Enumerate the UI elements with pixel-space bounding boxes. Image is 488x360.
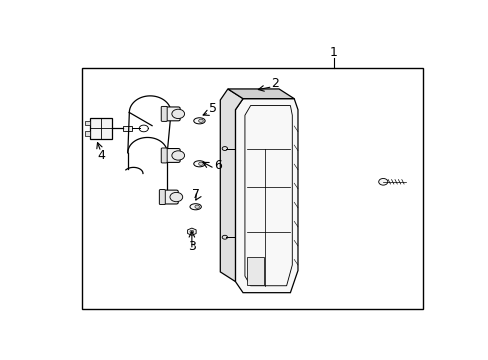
FancyBboxPatch shape — [161, 107, 167, 121]
Circle shape — [198, 119, 203, 122]
Circle shape — [170, 192, 183, 202]
Text: 7: 7 — [191, 188, 199, 201]
Polygon shape — [235, 99, 297, 293]
Text: 6: 6 — [214, 159, 222, 172]
Ellipse shape — [189, 204, 201, 210]
Polygon shape — [246, 257, 263, 285]
Bar — [89, 118, 111, 139]
FancyBboxPatch shape — [159, 190, 178, 204]
Bar — [85, 121, 89, 125]
Polygon shape — [187, 228, 196, 235]
Text: 2: 2 — [271, 77, 279, 90]
Circle shape — [171, 151, 184, 160]
Bar — [82, 68, 422, 309]
Polygon shape — [220, 89, 243, 282]
FancyBboxPatch shape — [161, 148, 167, 163]
Circle shape — [171, 109, 184, 118]
Text: 3: 3 — [187, 240, 195, 253]
FancyBboxPatch shape — [161, 107, 180, 121]
Text: 5: 5 — [208, 102, 216, 115]
Circle shape — [378, 179, 387, 185]
FancyBboxPatch shape — [161, 149, 180, 162]
FancyBboxPatch shape — [159, 190, 165, 204]
Text: 4: 4 — [97, 149, 104, 162]
Circle shape — [195, 205, 199, 208]
Circle shape — [198, 162, 203, 166]
Ellipse shape — [193, 118, 205, 124]
Ellipse shape — [193, 161, 205, 167]
Circle shape — [189, 230, 193, 233]
Bar — [122, 126, 132, 131]
Bar — [85, 131, 89, 136]
Polygon shape — [227, 89, 294, 99]
Text: 1: 1 — [329, 46, 337, 59]
